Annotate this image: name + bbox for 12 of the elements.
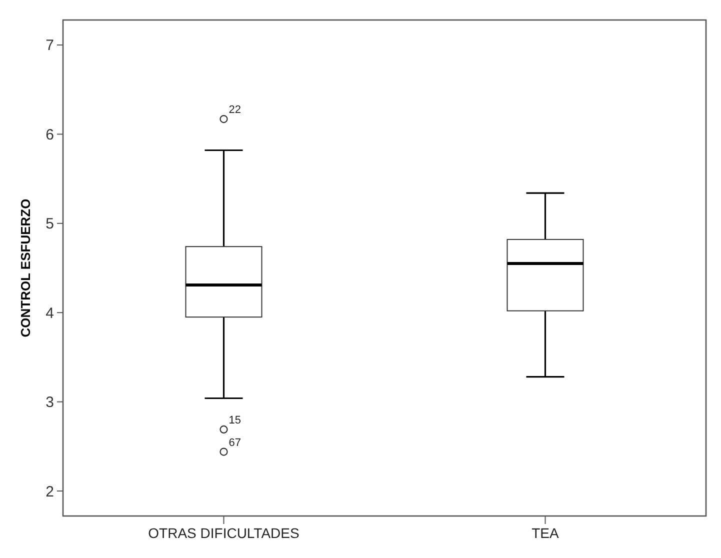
x-tick-label: TEA	[532, 525, 560, 541]
annotation: 67	[228, 436, 241, 449]
y-tick-label: 6	[46, 126, 54, 144]
y-tick-label: 5	[46, 216, 54, 233]
y-tick-label: 2	[46, 483, 54, 500]
annotation: 15	[228, 414, 241, 426]
annotation: 22	[228, 104, 241, 116]
y-tick-label: 3	[46, 394, 54, 412]
y-axis-title: CONTROL ESFUERZO	[18, 198, 33, 338]
y-tick-label: 7	[46, 37, 54, 54]
y-tick-label: 4	[46, 304, 54, 322]
x-tick-label: OTRAS DIFICULTADES	[148, 525, 300, 541]
